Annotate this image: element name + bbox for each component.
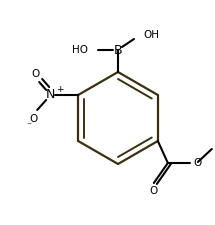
Text: OH: OH xyxy=(143,30,159,40)
Text: +: + xyxy=(56,85,64,94)
Text: O: O xyxy=(194,158,202,168)
Text: B: B xyxy=(114,43,122,56)
Text: O: O xyxy=(29,114,37,124)
Text: N: N xyxy=(46,88,55,101)
Text: ⁻: ⁻ xyxy=(27,121,32,131)
Text: HO: HO xyxy=(72,45,88,55)
Text: O: O xyxy=(31,69,39,79)
Text: O: O xyxy=(150,186,158,196)
